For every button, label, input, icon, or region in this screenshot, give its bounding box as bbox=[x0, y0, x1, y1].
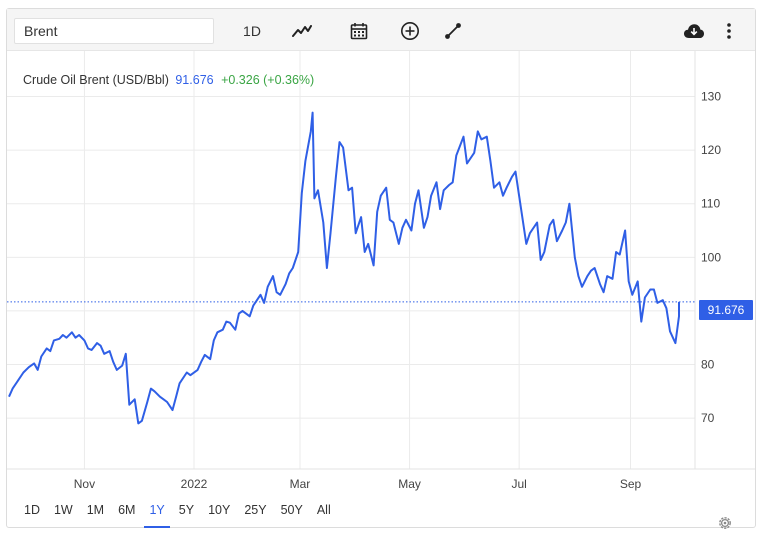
gear-icon[interactable] bbox=[717, 515, 735, 533]
y-tick-label: 130 bbox=[701, 90, 721, 104]
plus-circle-icon[interactable] bbox=[398, 19, 422, 43]
range-button-1d[interactable]: 1D bbox=[24, 503, 40, 517]
range-button-all[interactable]: All bbox=[316, 503, 331, 517]
x-tick-label: Sep bbox=[620, 477, 642, 491]
vertical-dots-icon[interactable] bbox=[721, 19, 737, 43]
range-button-25y[interactable]: 25Y bbox=[244, 503, 267, 517]
range-button-1m[interactable]: 1M bbox=[86, 503, 105, 517]
cloud-download-icon[interactable] bbox=[681, 19, 707, 43]
chart-title: Crude Oil Brent (USD/Bbl) 91.676 +0.326 … bbox=[23, 73, 314, 87]
y-tick-label: 100 bbox=[701, 250, 721, 264]
chart-widget: 1D bbox=[6, 8, 756, 529]
x-tick-label: Nov bbox=[74, 477, 95, 491]
range-button-5y[interactable]: 5Y bbox=[178, 503, 195, 517]
last-price-tag: 91.676 bbox=[699, 300, 753, 320]
y-tick-label: 70 bbox=[701, 411, 715, 425]
instrument-name: Crude Oil Brent (USD/Bbl) bbox=[23, 73, 169, 87]
y-tick-label: 110 bbox=[701, 197, 720, 211]
draw-line-icon[interactable] bbox=[441, 19, 465, 43]
symbol-search-input[interactable] bbox=[14, 18, 214, 44]
range-selector: 1D 1W 1M 6M 1Y 5Y 10Y 25Y 50Y All bbox=[19, 500, 340, 528]
range-button-1w[interactable]: 1W bbox=[53, 503, 73, 517]
x-tick-label: Jul bbox=[511, 477, 526, 491]
range-button-50y[interactable]: 50Y bbox=[280, 503, 303, 517]
x-tick-label: 2022 bbox=[181, 477, 208, 491]
line-chart-icon[interactable] bbox=[290, 19, 314, 43]
range-button-10y[interactable]: 10Y bbox=[208, 503, 231, 517]
last-price: 91.676 bbox=[175, 73, 214, 87]
x-tick-label: May bbox=[398, 477, 421, 491]
y-tick-label: 80 bbox=[701, 358, 715, 372]
price-series-line bbox=[8, 111, 680, 425]
toolbar: 1D bbox=[7, 9, 755, 51]
interval-button[interactable]: 1D bbox=[243, 23, 261, 39]
x-tick-label: Mar bbox=[290, 477, 311, 491]
range-button-1y[interactable]: 1Y bbox=[144, 500, 171, 528]
y-tick-label: 120 bbox=[701, 143, 721, 157]
price-change: +0.326 (+0.36%) bbox=[221, 73, 315, 87]
calendar-icon[interactable] bbox=[347, 19, 371, 43]
range-button-6m[interactable]: 6M bbox=[118, 503, 136, 517]
